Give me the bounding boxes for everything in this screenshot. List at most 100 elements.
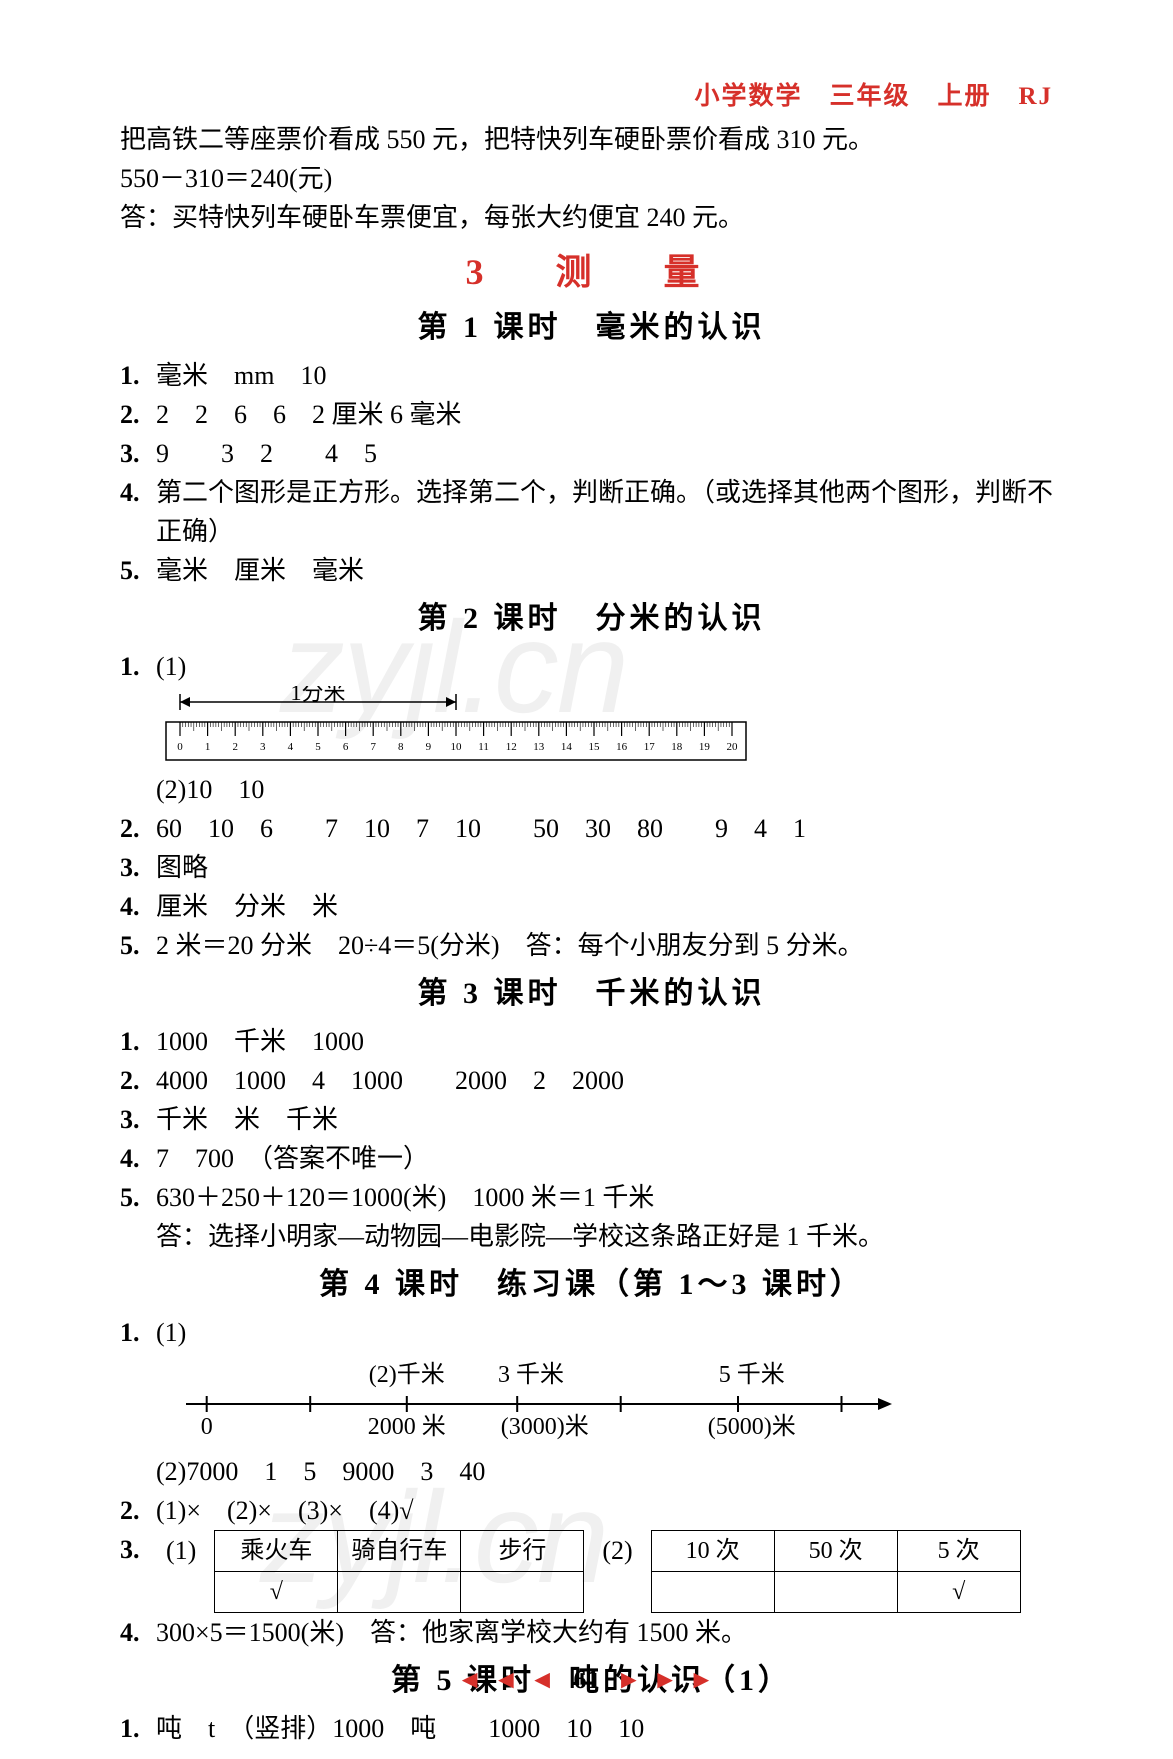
table-cell: 骑自行车 xyxy=(338,1531,461,1572)
q-body: 9 3 2 4 5 xyxy=(156,434,1063,473)
footer-arrow-left-icon: ◄ ◄ ◄ xyxy=(457,1665,557,1694)
q-body: 毫米 mm 10 xyxy=(156,356,1063,395)
table-cell: 5 次 xyxy=(897,1531,1020,1572)
question: 3.9 3 2 4 5 xyxy=(120,434,1063,473)
table-cell: √ xyxy=(215,1572,338,1613)
svg-text:1分米: 1分米 xyxy=(290,686,345,705)
q-number: 2. xyxy=(120,1491,156,1530)
svg-text:17: 17 xyxy=(644,741,656,753)
page-number: 61 xyxy=(574,1665,600,1694)
header-label: 小学数学 三年级 上册 RJ xyxy=(694,78,1053,116)
table-cell xyxy=(461,1572,584,1613)
table-cell: 乘火车 xyxy=(215,1531,338,1572)
question: 4.7 700 （答案不唯一） xyxy=(120,1139,1063,1178)
q-number: 1. xyxy=(120,1022,156,1061)
q-body: (1)× (2)× (3)× (4)√ xyxy=(156,1491,1063,1530)
question: 2.(1)× (2)× (3)× (4)√ xyxy=(120,1491,1063,1530)
svg-text:14: 14 xyxy=(561,741,573,753)
q-number: 2. xyxy=(120,1061,156,1100)
question: 2.60 10 6 7 10 7 10 50 30 80 9 4 1 xyxy=(120,809,1063,848)
svg-text:11: 11 xyxy=(478,741,489,753)
q-line: 630＋250＋120＝1000(米) 1000 米＝1 千米 xyxy=(156,1183,654,1212)
q-body: (1) 1分米01234567891011121314151617181920 … xyxy=(156,647,1063,809)
subpart: (2)10 10 xyxy=(156,775,264,804)
table-counts: 10 次50 次5 次√ xyxy=(651,1530,1021,1613)
svg-text:16: 16 xyxy=(616,741,628,753)
q-number: 1. xyxy=(120,1313,156,1352)
table-cell: 10 次 xyxy=(651,1531,774,1572)
svg-text:5: 5 xyxy=(315,741,321,753)
svg-text:20: 20 xyxy=(727,741,739,753)
question: 1.1000 千米 1000 xyxy=(120,1022,1063,1061)
q-body: 毫米 厘米 毫米 xyxy=(156,551,1063,590)
q-body: 7 700 （答案不唯一） xyxy=(156,1139,1063,1178)
question: 2.2 2 6 6 2 厘米 6 毫米 xyxy=(120,395,1063,434)
svg-text:0: 0 xyxy=(177,741,183,753)
svg-text:18: 18 xyxy=(671,741,683,753)
q-body: 300×5＝1500(米) 答：他家离学校大约有 1500 米。 xyxy=(156,1613,1063,1652)
question: 5. 630＋250＋120＝1000(米) 1000 米＝1 千米 答：选择小… xyxy=(120,1178,1063,1256)
question: 3.千米 米 千米 xyxy=(120,1100,1063,1139)
question: 4.第二个图形是正方形。选择第二个，判断正确。（或选择其他两个图形，判断不正确） xyxy=(120,473,1063,551)
q-body: 2 米＝20 分米 20÷4＝5(分米) 答：每个小朋友分到 5 分米。 xyxy=(156,926,1063,965)
question: 3. (1) 乘火车骑自行车步行√ (2) 10 次50 次5 次√ xyxy=(120,1530,1063,1613)
q-number: 3. xyxy=(120,434,156,473)
footer-arrow-right-icon: ► ► ► xyxy=(616,1665,716,1694)
lesson-title: 第 3 课时 千米的认识 xyxy=(120,971,1063,1016)
q-number: 5. xyxy=(120,926,156,965)
svg-text:2000 米: 2000 米 xyxy=(368,1413,446,1440)
q-body: 1000 千米 1000 xyxy=(156,1022,1063,1061)
q-number: 4. xyxy=(120,887,156,926)
q-body: 厘米 分米 米 xyxy=(156,887,1063,926)
question: 4.300×5＝1500(米) 答：他家离学校大约有 1500 米。 xyxy=(120,1613,1063,1652)
intro-line: 550－310＝240(元) xyxy=(120,159,1063,198)
table-transport: 乘火车骑自行车步行√ xyxy=(214,1530,584,1613)
svg-text:0: 0 xyxy=(201,1414,213,1440)
subpart-label: (2) xyxy=(602,1531,632,1612)
tables-row: (1) 乘火车骑自行车步行√ (2) 10 次50 次5 次√ xyxy=(166,1530,1063,1613)
svg-text:19: 19 xyxy=(699,741,711,753)
svg-text:5 千米: 5 千米 xyxy=(719,1361,785,1388)
subpart: (2)7000 1 5 9000 3 40 xyxy=(156,1457,485,1486)
q-body: 4000 1000 4 1000 2000 2 2000 xyxy=(156,1061,1063,1100)
question: 5.2 米＝20 分米 20÷4＝5(分米) 答：每个小朋友分到 5 分米。 xyxy=(120,926,1063,965)
svg-text:4: 4 xyxy=(288,741,294,753)
q-number: 1. xyxy=(120,1709,156,1748)
q-body: 吨 t （竖排）1000 吨 1000 10 10 xyxy=(156,1709,1063,1748)
svg-text:10: 10 xyxy=(451,741,463,753)
svg-text:9: 9 xyxy=(426,741,432,753)
table-cell xyxy=(651,1572,774,1613)
svg-text:15: 15 xyxy=(589,741,601,753)
q-body: 630＋250＋120＝1000(米) 1000 米＝1 千米 答：选择小明家—… xyxy=(156,1178,1063,1256)
lesson-title: 第 2 课时 分米的认识 xyxy=(120,596,1063,641)
svg-text:(2)千米: (2)千米 xyxy=(369,1361,445,1388)
q-number: 1. xyxy=(120,356,156,395)
question: 1. (1) (2)千米3 千米5 千米02000 米(3000)米(5000)… xyxy=(120,1313,1063,1491)
subpart-label: (1) xyxy=(166,1531,196,1612)
intro-line: 答：买特快列车硬卧车票便宜，每张大约便宜 240 元。 xyxy=(120,198,1063,237)
q-number: 5. xyxy=(120,551,156,590)
svg-text:1: 1 xyxy=(205,741,211,753)
question: 5.毫米 厘米 毫米 xyxy=(120,551,1063,590)
page: 小学数学 三年级 上册 RJ 把高铁二等座票价看成 550 元，把特快列车硬卧票… xyxy=(0,0,1173,1759)
table-cell: 50 次 xyxy=(774,1531,897,1572)
q-body: 图略 xyxy=(156,848,1063,887)
q-body: 千米 米 千米 xyxy=(156,1100,1063,1139)
q-body: (1) (2)千米3 千米5 千米02000 米(3000)米(5000)米 (… xyxy=(156,1313,1063,1491)
lesson-title: 第 1 课时 毫米的认识 xyxy=(120,305,1063,350)
numberline-diagram: (2)千米3 千米5 千米02000 米(3000)米(5000)米 xyxy=(176,1352,936,1452)
footer: ◄ ◄ ◄ 61 ► ► ► xyxy=(0,1660,1173,1699)
question: 3.图略 xyxy=(120,848,1063,887)
table-cell xyxy=(338,1572,461,1613)
q-number: 3. xyxy=(120,1100,156,1139)
question: 1.吨 t （竖排）1000 吨 1000 10 10 xyxy=(120,1709,1063,1748)
intro-line: 把高铁二等座票价看成 550 元，把特快列车硬卧票价看成 310 元。 xyxy=(120,120,1063,159)
section-title: 3 测 量 xyxy=(120,245,1063,299)
table-cell: √ xyxy=(897,1572,1020,1613)
q-line: 答：选择小明家—动物园—电影院—学校这条路正好是 1 千米。 xyxy=(156,1222,884,1251)
q-body: 第二个图形是正方形。选择第二个，判断正确。（或选择其他两个图形，判断不正确） xyxy=(156,473,1063,551)
lesson-title: 第 4 课时 练习课（第 1～3 课时） xyxy=(120,1262,1063,1307)
svg-text:13: 13 xyxy=(533,741,545,753)
subpart-label: (1) xyxy=(156,652,186,681)
q-number: 4. xyxy=(120,473,156,512)
